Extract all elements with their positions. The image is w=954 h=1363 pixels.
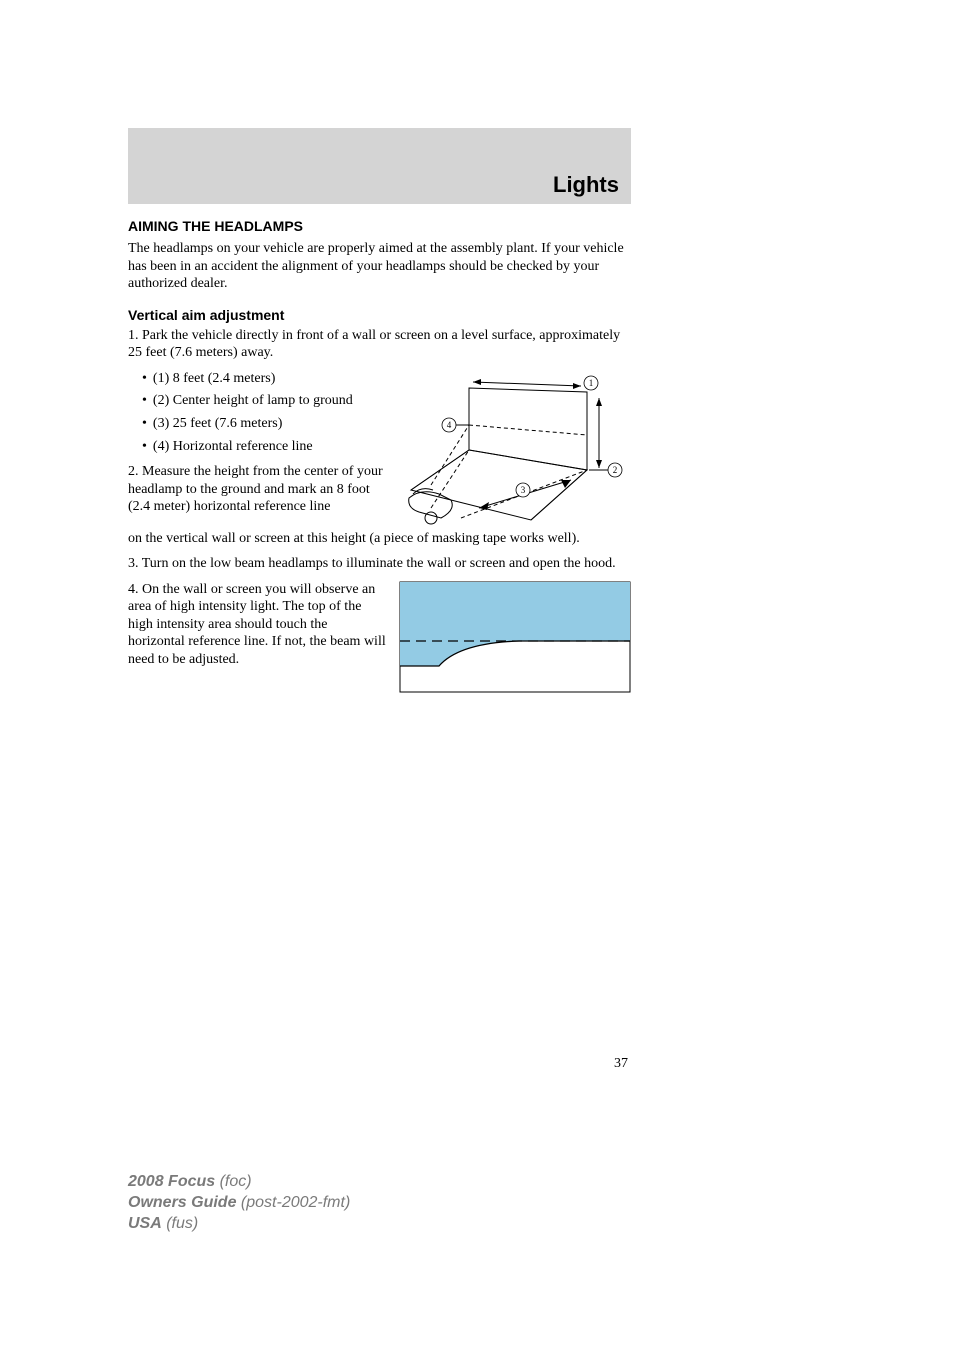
page-number: 37 — [614, 1056, 628, 1072]
headlamp-aim-diagram-icon: 1 2 4 — [401, 370, 631, 530]
footer-block: 2008 Focus (foc) Owners Guide (post-2002… — [128, 1172, 350, 1234]
diagram-label-3: 3 — [521, 485, 526, 495]
step-3: 3. Turn on the low beam headlamps to ill… — [128, 555, 631, 573]
footer-line-1-rest: (foc) — [215, 1173, 251, 1190]
bullet-3: (3) 25 feet (7.6 meters) — [128, 415, 389, 434]
bullet-4: (4) Horizontal reference line — [128, 438, 389, 457]
page-content: AIMING THE HEADLAMPS The headlamps on yo… — [128, 204, 631, 693]
footer-line-1-bold: 2008 Focus — [128, 1173, 215, 1190]
footer-line-3: USA (fus) — [128, 1214, 350, 1235]
diagram-label-4: 4 — [447, 420, 452, 430]
diagram-label-1: 1 — [589, 378, 594, 388]
bullet-1: (1) 8 feet (2.4 meters) — [128, 370, 389, 389]
heading-aiming: AIMING THE HEADLAMPS — [128, 218, 631, 234]
step-2-partial: 2. Measure the height from the center of… — [128, 463, 389, 516]
step-4: 4. On the wall or screen you will observ… — [128, 581, 387, 669]
step-1: 1. Park the vehicle directly in front of… — [128, 327, 631, 362]
diagram-label-2: 2 — [613, 465, 618, 475]
footer-line-3-bold: USA — [128, 1215, 162, 1232]
footer-line-2-rest: (post-2002-fmt) — [236, 1194, 350, 1211]
section-title: Lights — [553, 172, 619, 198]
section-header-band: Lights — [128, 128, 631, 204]
beam-pattern-diagram-icon — [399, 581, 631, 693]
step-2-continuation: on the vertical wall or screen at this h… — [128, 530, 631, 548]
heading-vertical-aim: Vertical aim adjustment — [128, 307, 631, 323]
footer-line-2: Owners Guide (post-2002-fmt) — [128, 1193, 350, 1214]
bullet-list: (1) 8 feet (2.4 meters) (2) Center heigh… — [128, 370, 389, 458]
footer-line-3-rest: (fus) — [162, 1215, 198, 1232]
footer-line-1: 2008 Focus (foc) — [128, 1172, 350, 1193]
intro-paragraph: The headlamps on your vehicle are proper… — [128, 240, 631, 293]
bullet-2: (2) Center height of lamp to ground — [128, 392, 389, 411]
footer-line-2-bold: Owners Guide — [128, 1194, 236, 1211]
